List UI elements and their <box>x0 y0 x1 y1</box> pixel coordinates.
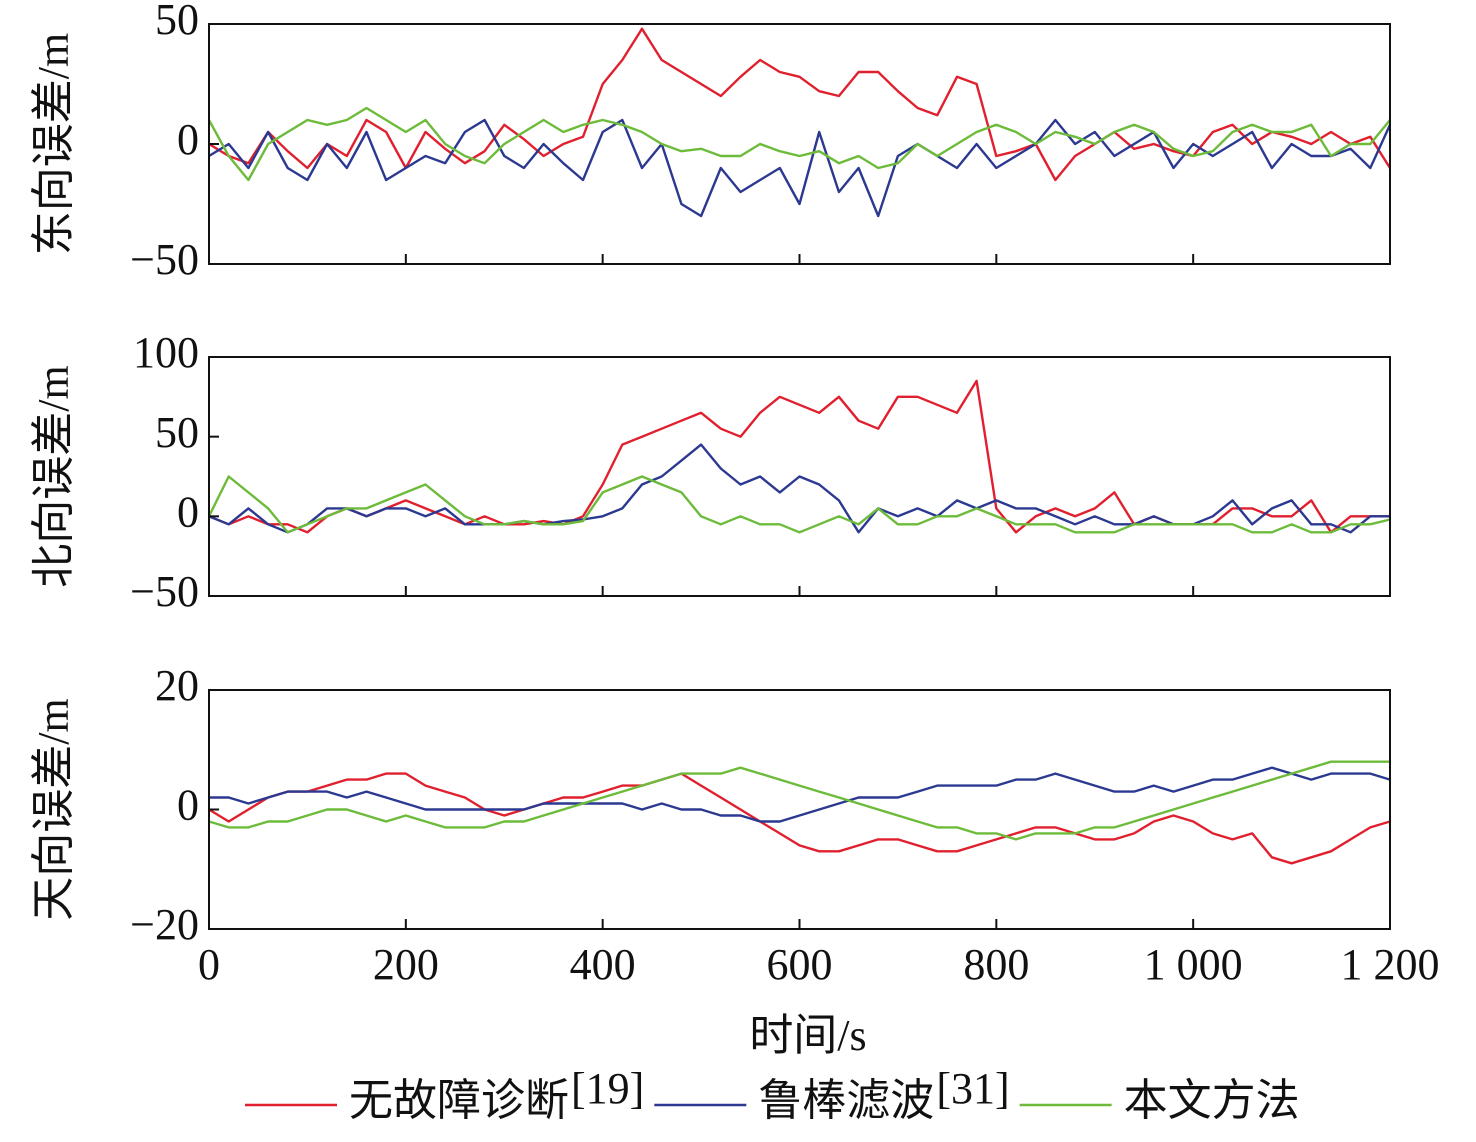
x-tick-label: 400 <box>570 940 636 989</box>
x-axis-label: 时间/s <box>749 1011 866 1060</box>
y-tick-label: 0 <box>177 781 199 830</box>
legend-label: 无故障诊断 <box>349 1076 569 1125</box>
legend-superscript: [19] <box>571 1064 644 1113</box>
y-tick-label: 0 <box>177 487 199 536</box>
series-line <box>209 766 1391 823</box>
x-tick-label: 800 <box>963 940 1029 989</box>
series-line <box>208 760 1390 841</box>
x-tick-label: 200 <box>373 940 439 989</box>
y-tick-label: 50 <box>155 408 199 457</box>
y-tick-label: 50 <box>155 0 199 44</box>
y-tick-label: 0 <box>177 115 199 164</box>
legend-label: 本文方法 <box>1124 1076 1300 1125</box>
plot-frame <box>208 23 1391 265</box>
series-line <box>207 475 1391 534</box>
x-tick-label: 1 200 <box>1341 940 1440 989</box>
plot-frame <box>208 689 1391 930</box>
y-tick-label: −50 <box>130 567 199 616</box>
y-tick-label: −20 <box>130 900 199 949</box>
series-line <box>208 772 1391 865</box>
y-tick-label: −50 <box>130 235 199 284</box>
legend-label: 鲁棒滤波 <box>758 1076 934 1125</box>
x-tick-label: 600 <box>767 940 833 989</box>
series-line <box>208 27 1392 182</box>
y-axis-label: 天向误差/m <box>29 698 78 920</box>
y-tick-label: 20 <box>155 661 199 710</box>
y-axis-label: 北向误差/m <box>29 365 78 587</box>
x-tick-label: 0 <box>198 940 220 989</box>
series-line <box>208 118 1392 218</box>
series-line <box>208 443 1390 534</box>
y-tick-label: 100 <box>133 328 199 377</box>
x-tick-label: 1 000 <box>1144 940 1243 989</box>
legend-superscript: [31] <box>936 1064 1009 1113</box>
series-line <box>207 106 1391 182</box>
y-axis-label: 东向误差/m <box>29 33 78 255</box>
